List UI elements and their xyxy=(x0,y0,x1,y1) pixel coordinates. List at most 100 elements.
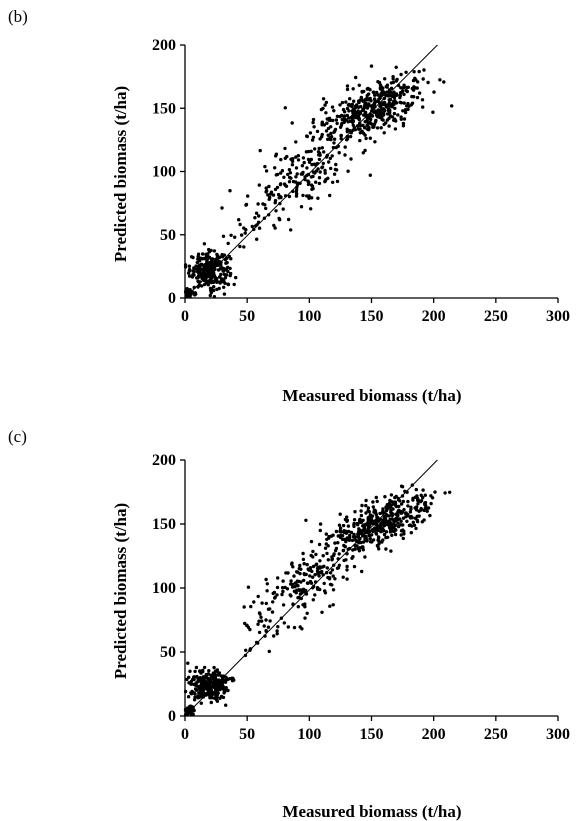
data-point xyxy=(412,70,416,74)
data-point xyxy=(393,527,397,531)
data-point xyxy=(329,166,333,171)
data-point xyxy=(278,182,283,187)
data-point xyxy=(294,188,299,192)
data-point xyxy=(368,540,373,544)
data-point xyxy=(421,105,425,109)
data-point xyxy=(369,122,374,126)
data-point xyxy=(362,126,367,130)
data-point xyxy=(328,604,332,608)
data-point xyxy=(204,262,208,267)
data-point xyxy=(199,680,204,685)
data-point xyxy=(333,167,338,172)
data-point xyxy=(301,551,305,556)
data-point xyxy=(345,87,350,92)
data-point xyxy=(212,249,217,253)
data-point xyxy=(186,661,190,665)
data-point xyxy=(202,269,206,273)
data-point xyxy=(373,526,377,530)
data-point xyxy=(370,521,374,525)
data-point xyxy=(294,155,298,159)
data-point xyxy=(388,111,392,115)
data-point xyxy=(350,120,355,125)
data-point xyxy=(195,675,199,679)
data-point xyxy=(394,65,398,70)
data-point xyxy=(318,565,322,569)
data-point xyxy=(350,538,355,543)
data-point xyxy=(309,175,314,179)
data-point xyxy=(257,630,262,635)
data-point xyxy=(352,521,356,526)
data-point xyxy=(408,523,412,527)
data-point xyxy=(375,90,379,95)
data-point xyxy=(244,648,248,652)
data-point xyxy=(376,544,380,549)
data-point xyxy=(359,520,364,524)
data-point xyxy=(262,624,266,628)
data-point xyxy=(193,687,198,691)
data-point xyxy=(222,272,226,276)
data-point xyxy=(345,138,349,142)
data-point xyxy=(364,498,368,503)
data-point xyxy=(332,109,336,113)
data-point xyxy=(359,529,364,534)
data-point xyxy=(316,196,320,200)
data-point xyxy=(402,117,407,121)
reference-line xyxy=(184,459,438,717)
x-tick-label: 250 xyxy=(484,726,508,743)
data-point xyxy=(295,192,299,196)
data-point xyxy=(376,524,380,528)
data-point xyxy=(189,255,194,259)
data-point xyxy=(305,562,309,567)
data-point xyxy=(318,559,322,563)
data-point xyxy=(194,681,198,685)
data-point xyxy=(421,488,425,492)
data-point xyxy=(428,513,432,518)
data-point xyxy=(352,532,356,537)
data-point xyxy=(183,265,188,269)
y-axis-title: Predicted biomass (t/ha) xyxy=(111,503,130,679)
data-point xyxy=(342,529,346,533)
data-point xyxy=(310,569,314,574)
data-point xyxy=(372,97,377,101)
data-point xyxy=(316,587,320,591)
data-point xyxy=(369,117,373,122)
data-point xyxy=(360,89,364,94)
data-point xyxy=(197,274,202,278)
data-point xyxy=(294,175,298,179)
data-point xyxy=(307,160,312,164)
data-point xyxy=(323,171,327,175)
y-tick-label: 150 xyxy=(152,100,176,117)
data-point xyxy=(401,499,405,504)
data-point xyxy=(385,90,389,94)
data-point xyxy=(302,160,306,165)
data-point xyxy=(320,165,324,170)
data-point xyxy=(375,499,379,504)
data-point xyxy=(293,180,298,184)
data-point xyxy=(429,501,433,506)
data-point xyxy=(314,552,318,557)
data-point xyxy=(210,696,214,700)
data-point xyxy=(423,506,427,511)
data-point xyxy=(344,100,348,104)
data-point xyxy=(316,150,321,154)
data-point xyxy=(401,121,406,126)
data-point xyxy=(303,605,307,609)
data-point xyxy=(219,687,223,691)
data-point xyxy=(226,688,230,693)
data-point xyxy=(286,172,290,177)
data-point xyxy=(317,181,322,186)
data-point xyxy=(322,150,326,154)
data-point xyxy=(264,601,268,606)
data-point xyxy=(346,169,350,173)
data-point xyxy=(384,121,388,125)
data-point xyxy=(292,625,297,630)
data-point xyxy=(389,493,394,497)
data-point xyxy=(286,625,290,629)
data-point xyxy=(399,72,403,77)
data-point xyxy=(417,91,422,95)
data-point xyxy=(412,523,417,527)
data-point xyxy=(273,198,278,203)
data-point xyxy=(426,80,430,85)
data-point xyxy=(331,574,335,578)
data-point xyxy=(311,186,315,191)
